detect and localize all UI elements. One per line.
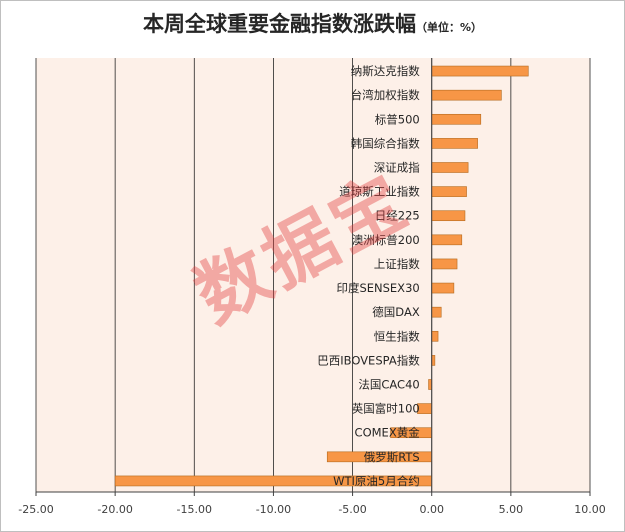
x-tick-label: -5.00 [338,503,366,516]
category-label: 韩国综合指数 [351,136,420,150]
bar [431,138,478,149]
category-label: 标普500 [375,112,420,126]
x-axis: -25.00 -20.00 -15.00 -10.00 -5.00 0.00 5.00 10.… [18,58,606,516]
bar [431,89,502,101]
x-tick-label: -25.00 [18,503,53,516]
category-label: 日经225 [375,209,420,223]
category-label: 英国富时100 [352,402,420,416]
category-label: 深证成指 [374,161,420,175]
chart-title-text: 本周全球重要金融指数涨跌幅 [142,12,416,36]
bar [431,258,458,270]
bar [431,113,482,125]
bar [431,65,529,77]
category-label: 恒生指数 [374,329,420,343]
chart-title: 本周全球重要金融指数涨跌幅（单位：%） [0,8,625,38]
bar [431,210,466,222]
category-label: WTI原油5月合约 [333,474,420,488]
chart-unit-label: （单位：%） [415,21,483,34]
category-label: 印度SENSEX30 [336,281,419,295]
category-label: 纳斯达克指数 [351,64,420,78]
x-tick-label: -10.00 [256,503,291,516]
bar [431,162,469,173]
x-tick-label: 0.00 [419,503,444,516]
category-label: 巴西IBOVESPA指数 [317,353,420,367]
category-label: 澳洲标普200 [352,233,420,247]
category-label: 道琼斯工业指数 [339,185,420,199]
x-tick-label: 5.00 [499,503,524,516]
category-label: 台湾加权指数 [351,88,420,102]
bar [431,330,439,342]
category-label: 上证指数 [374,257,420,271]
category-label: 德国DAX [372,305,420,319]
grid-lines [35,58,591,492]
x-tick-label: -20.00 [97,503,132,516]
category-label: 法国CAC40 [358,378,419,392]
plot-area [36,58,590,492]
category-label: COMEX黄金 [355,426,421,440]
bar [431,186,467,197]
bar [431,282,455,294]
x-tick-label: 10.00 [574,503,606,516]
x-tick-label: -15.00 [177,503,212,516]
category-label: 俄罗斯RTS [364,450,420,464]
bar [431,234,463,246]
bar [431,306,442,318]
bars [114,65,529,487]
